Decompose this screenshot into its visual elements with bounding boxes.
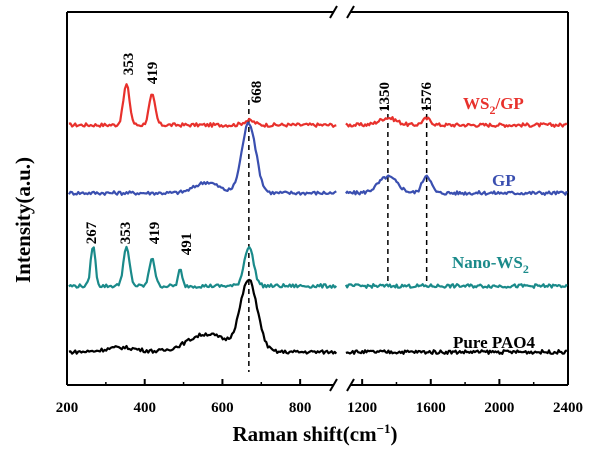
ref-label-1350: 1350 (377, 82, 393, 112)
plot-frame (66, 5, 569, 392)
series-label-gp: GP (492, 171, 516, 190)
spectrum-line (67, 121, 337, 196)
spectrum-line (68, 245, 338, 289)
y-axis-title: Intensity(a.u.) (11, 157, 35, 283)
axis-break-mark (329, 378, 338, 392)
spectrum-line (345, 174, 568, 196)
axis-break-mark (346, 5, 355, 19)
spectrum-line (345, 116, 568, 128)
spectrum-line (68, 83, 337, 128)
series-label-ws2gp: WS2/GP (463, 94, 524, 117)
x-tick-label: 800 (289, 400, 312, 416)
x-tick-label: 200 (56, 400, 79, 416)
x-axis-title: Raman shift(cm−1) (233, 421, 398, 446)
x-tick-label: 600 (211, 400, 234, 416)
nano-peak-267: 267 (84, 221, 100, 244)
spectrum-line (345, 349, 568, 355)
x-tick-label: 2000 (484, 400, 514, 416)
axis-ticks: 200 400 600 800 1200 1600 2000 2400 (56, 379, 583, 416)
nano-peak-419: 419 (147, 222, 163, 245)
ws2gp-peak-353: 353 (121, 53, 137, 76)
spectrum-line (68, 278, 338, 355)
spectra-group (67, 83, 568, 355)
ref-label-1576: 1576 (419, 82, 435, 113)
nano-peak-491: 491 (179, 233, 195, 256)
axis-break-mark (329, 5, 338, 19)
spectrum-line (344, 283, 568, 289)
series-label-pure-pao4: Pure PAO4 (453, 333, 535, 352)
x-tick-label: 400 (133, 400, 156, 416)
nano-peak-353: 353 (118, 222, 134, 245)
reference-lines (248, 100, 428, 372)
x-tick-label: 2400 (553, 400, 583, 416)
axis-break-mark (346, 378, 355, 392)
x-tick-label: 1600 (416, 400, 446, 416)
series-label-nano-ws2: Nano-WS2 (452, 253, 529, 276)
ref-label-668: 668 (249, 81, 265, 104)
ws2gp-peak-419: 419 (145, 62, 161, 85)
x-tick-label: 1200 (347, 400, 377, 416)
